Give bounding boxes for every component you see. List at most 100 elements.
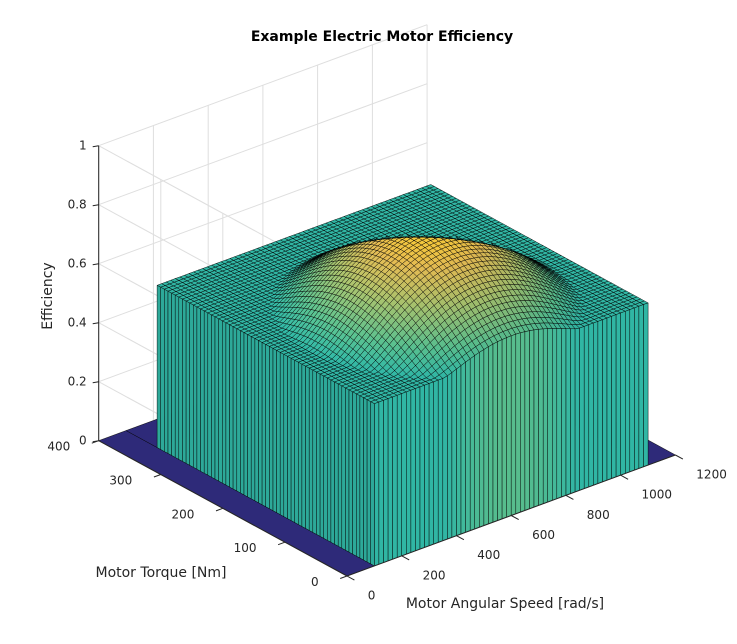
z-tick-mark [93,323,99,324]
surface-patch [338,384,342,548]
surface-patch [475,352,480,529]
z-tick-label: 0.2 [68,375,87,389]
surface-patch [457,366,462,536]
z-tick-label: 0 [79,434,87,448]
surface-patch [201,309,205,473]
surface-patch [306,366,310,530]
surface-patch [175,295,179,459]
surface-patch [571,329,576,494]
surface-patch [345,388,349,552]
surface-patch [552,329,557,501]
surface-patch [313,370,317,534]
surface-patch [561,329,566,497]
surface-patch [420,385,425,549]
y-axis-label: Motor Torque [Nm] [95,565,226,581]
surface-patch [364,398,368,562]
surface-patch [443,376,448,541]
surface-patch [269,346,273,510]
surface-patch [193,305,197,469]
surface-patch [630,308,635,472]
surface-patch [589,323,594,487]
y-tick-label: 200 [171,507,194,521]
surface-patch [172,293,176,457]
surface-patch [425,384,430,548]
chart-title: Example Electric Motor Efficiency [251,29,513,45]
surface-patch [324,376,328,540]
surface-patch [466,359,471,533]
z-tick-mark [93,146,99,147]
surface-patch [639,305,644,469]
surface-patch [534,329,539,507]
surface-patch [580,326,585,490]
surface-patch [164,289,168,453]
surface-patch [625,310,630,474]
surface-patch [484,347,489,526]
surface-patch [530,330,535,509]
y-tick-label: 400 [47,440,70,454]
z-tick-mark [93,264,99,265]
surface-patch [280,352,284,516]
surface-patch [182,299,186,463]
surface-patch [353,392,357,556]
x-tick-mark [402,556,410,560]
surface-patch [233,327,237,491]
surface-patch [384,399,389,563]
surface-patch [349,390,353,554]
surface-patch [393,395,398,559]
surface-patch [320,374,324,538]
surface-patch [291,358,295,522]
surface-patch [415,387,420,551]
surface-patch [273,348,277,512]
z-axis-label: Efficiency [40,262,56,329]
y-tick-mark [154,475,161,478]
surface-patch [168,291,172,455]
z-tick-label: 0.6 [68,257,87,271]
x-tick-label: 1000 [642,488,673,502]
surface-patch [342,386,346,550]
surface-patch [616,313,621,477]
x-tick-label: 200 [423,568,446,582]
x-tick-label: 0 [368,589,376,603]
y-tick-label: 0 [311,575,319,589]
surface-patch [211,315,215,479]
y-tick-label: 100 [234,541,257,555]
surface-patch [634,306,639,470]
surface-patch [488,344,493,524]
surface-patch [593,321,598,485]
surface-patch [406,390,411,554]
x-tick-mark [457,536,464,540]
surface-patch [603,318,608,482]
surface-patch [327,378,331,542]
surface-patch [302,364,306,528]
surface-patch [284,354,288,518]
surface-patch [316,372,320,536]
surface-patch [470,356,475,531]
surface-patch [374,402,379,566]
surface-patch [186,301,190,465]
x-tick-mark [347,576,354,580]
surface-patch [222,321,226,485]
surface-patch [298,362,302,526]
surface-patch [215,317,219,481]
surface-patch [248,335,252,499]
x-axis-label: Motor Angular Speed [rad/s] [406,596,604,612]
surface-patch [244,333,248,497]
surface-patch [498,340,503,521]
surface-patch [179,297,183,461]
surface-patch [356,394,360,558]
surface-patch [240,331,244,495]
surface-patch [161,287,165,451]
z-tick-mark [93,205,99,206]
y-tick-mark [216,508,223,511]
surface-patch [367,400,371,564]
y-tick-mark [340,576,347,579]
x-tick-label: 400 [477,548,500,562]
surface-patch [548,329,553,503]
surface-patch [190,303,194,467]
surface-patch [493,342,498,523]
surface-patch [525,331,530,511]
surface-patch [557,329,562,499]
surface-patch [259,341,263,505]
